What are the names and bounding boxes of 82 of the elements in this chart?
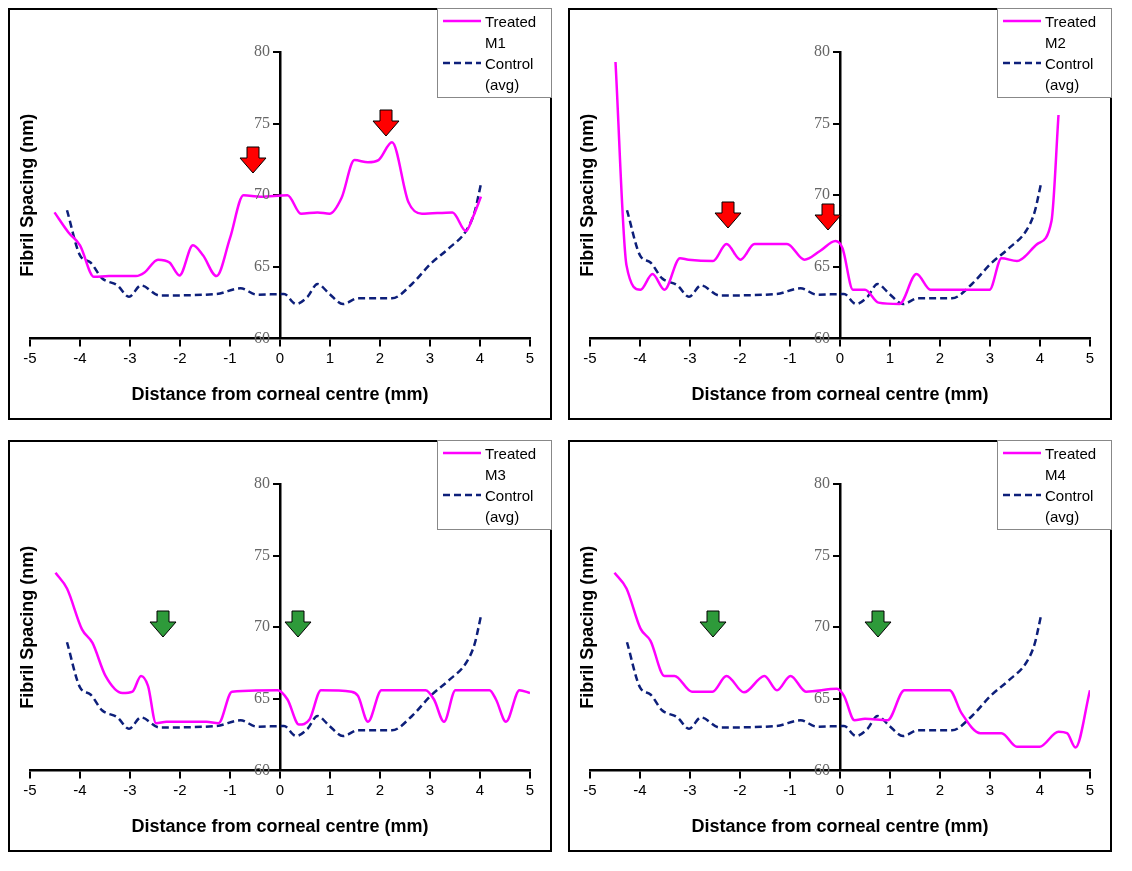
y-tick-label: 70 xyxy=(814,617,830,635)
y-tick-label: 75 xyxy=(254,113,270,131)
x-tick-label: -2 xyxy=(733,780,747,798)
x-tick-label: -2 xyxy=(173,780,187,798)
y-tick-label: 65 xyxy=(254,257,270,274)
x-tick-label: -4 xyxy=(73,780,87,798)
x-tick-label: 4 xyxy=(1035,780,1045,798)
x-axis-title: Distance from corneal centre (mm) xyxy=(131,816,429,837)
x-axis-title: Distance from corneal centre (mm) xyxy=(691,816,989,837)
x-tick-label: 3 xyxy=(985,780,995,798)
y-axis-title: Fibril Spacing (nm) xyxy=(576,545,597,709)
y-tick-label: 75 xyxy=(814,545,830,563)
legend-label: Treated M1 xyxy=(485,12,538,53)
x-tick-label: 0 xyxy=(275,780,285,798)
legend-label: Treated M2 xyxy=(1045,12,1098,53)
y-tick-label: 75 xyxy=(814,113,830,131)
x-tick-label: -3 xyxy=(683,780,697,798)
x-tick-label: -1 xyxy=(783,780,797,798)
legend-label: Control (avg) xyxy=(1045,486,1095,527)
y-tick-label: 65 xyxy=(254,689,270,706)
y-tick-label: 70 xyxy=(814,185,830,203)
x-tick-label: 4 xyxy=(1035,348,1045,366)
x-tick-label: -1 xyxy=(223,348,237,366)
x-tick-label: -3 xyxy=(123,780,137,798)
x-tick-label: 1 xyxy=(885,348,895,366)
y-axis-title: Fibril Spacing (nm) xyxy=(16,545,37,709)
x-axis-title: Distance from corneal centre (mm) xyxy=(131,384,429,405)
x-tick-label: 0 xyxy=(835,348,845,366)
x-tick-label: 4 xyxy=(475,348,485,366)
y-tick-label: 75 xyxy=(254,545,270,563)
y-axis-title: Fibril Spacing (nm) xyxy=(576,113,597,277)
x-tick-label: 1 xyxy=(325,348,335,366)
x-tick-label: 3 xyxy=(425,780,435,798)
x-tick-label: -1 xyxy=(783,348,797,366)
x-tick-label: 1 xyxy=(885,780,895,798)
legend-label: Treated M3 xyxy=(485,444,538,485)
y-tick-label: 80 xyxy=(254,42,270,60)
y-tick-label: 80 xyxy=(814,42,830,60)
x-tick-label: 3 xyxy=(985,348,995,366)
x-tick-label: -5 xyxy=(23,780,37,798)
y-axis-title: Fibril Spacing (nm) xyxy=(16,113,37,277)
x-tick-label: 4 xyxy=(475,780,485,798)
x-tick-label: 0 xyxy=(835,780,845,798)
x-tick-label: -5 xyxy=(583,348,597,366)
x-tick-label: -2 xyxy=(173,348,187,366)
x-tick-label: 2 xyxy=(935,780,945,798)
x-tick-label: -4 xyxy=(73,348,87,366)
line-series xyxy=(625,614,1043,738)
legend-label: Control (avg) xyxy=(1045,54,1095,95)
x-tick-label: -4 xyxy=(633,780,647,798)
x-tick-label: 1 xyxy=(325,780,335,798)
line-series xyxy=(65,182,483,306)
line-series xyxy=(54,571,530,726)
x-tick-label: -2 xyxy=(733,348,747,366)
y-tick-label: 80 xyxy=(254,474,270,492)
y-tick-label: 65 xyxy=(814,257,830,274)
legend-label: Treated M4 xyxy=(1045,444,1098,485)
x-tick-label: -1 xyxy=(223,780,237,798)
line-series xyxy=(65,614,483,738)
x-tick-label: 0 xyxy=(275,348,285,366)
line-series xyxy=(613,571,1090,749)
x-tick-label: 2 xyxy=(935,348,945,366)
x-tick-label: -5 xyxy=(583,780,597,798)
legend-label: Control (avg) xyxy=(485,54,535,95)
y-tick-label: 70 xyxy=(254,617,270,635)
line-series xyxy=(625,182,1043,306)
x-tick-label: 5 xyxy=(1085,780,1095,798)
y-tick-label: 65 xyxy=(814,689,830,706)
x-tick-label: -4 xyxy=(633,348,647,366)
y-tick-label: 80 xyxy=(814,474,830,492)
x-axis-title: Distance from corneal centre (mm) xyxy=(691,384,989,405)
legend-label: Control (avg) xyxy=(485,486,535,527)
x-tick-label: 2 xyxy=(375,348,385,366)
x-tick-label: 2 xyxy=(375,780,385,798)
x-tick-label: -5 xyxy=(23,348,37,366)
x-tick-label: 5 xyxy=(525,348,535,366)
x-tick-label: -3 xyxy=(683,348,697,366)
x-tick-label: 5 xyxy=(525,780,535,798)
x-tick-label: 5 xyxy=(1085,348,1095,366)
x-tick-label: 3 xyxy=(425,348,435,366)
line-series xyxy=(53,140,483,279)
x-tick-label: -3 xyxy=(123,348,137,366)
